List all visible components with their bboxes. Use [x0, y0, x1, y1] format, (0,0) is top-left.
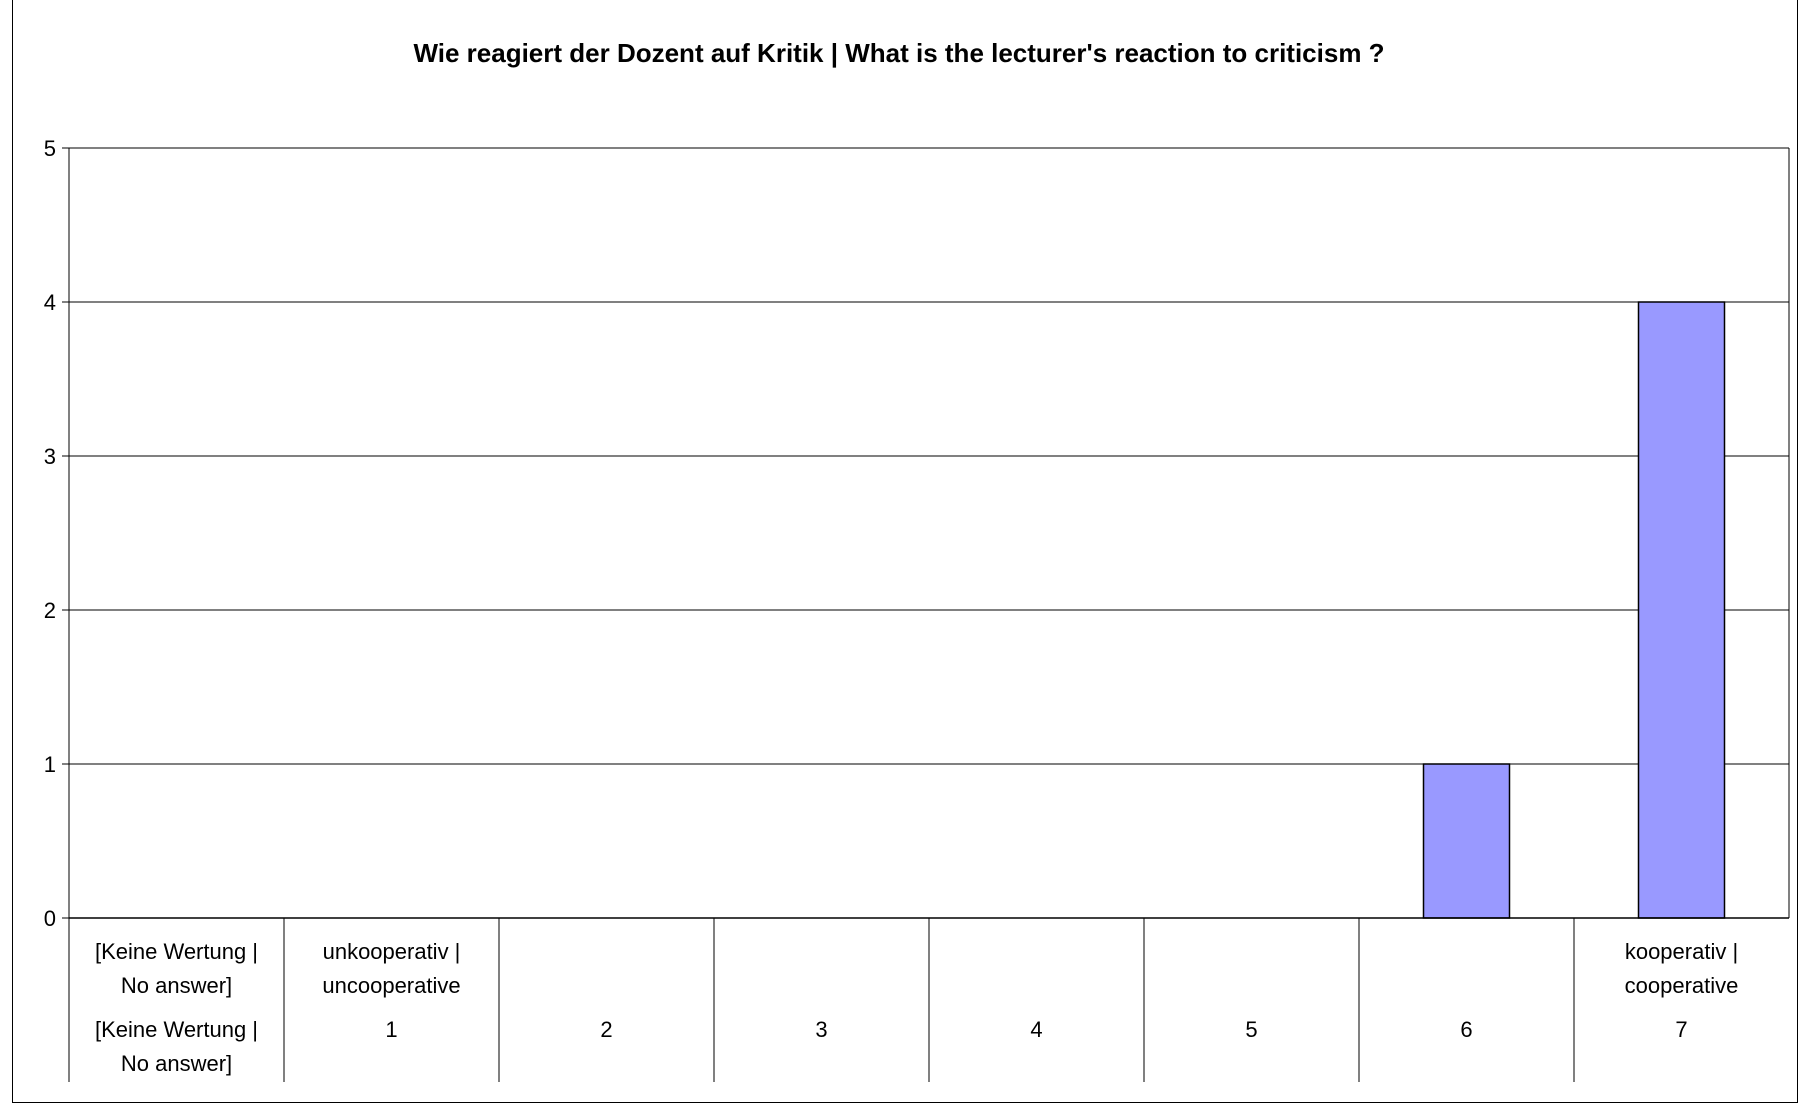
bar: [1637, 301, 1726, 919]
y-tick-label: 4: [44, 290, 56, 315]
chart-frame: [12, 0, 1798, 1103]
y-tick-label: 1: [44, 752, 56, 777]
category-value-label: 3: [815, 1017, 827, 1042]
category-label: [Keine Wertung |: [95, 939, 258, 964]
chart-title: Wie reagiert der Dozent auf Kritik | Wha…: [413, 38, 1385, 68]
category-value-label: [Keine Wertung |: [95, 1017, 258, 1042]
y-tick-label: 5: [44, 136, 56, 161]
category-value-label: 6: [1460, 1017, 1472, 1042]
category-label: unkooperativ |: [323, 939, 461, 964]
category-label: No answer]: [121, 973, 232, 998]
bar: [1422, 763, 1511, 919]
category-value-label: 1: [385, 1017, 397, 1042]
category-value-label: No answer]: [121, 1051, 232, 1076]
category-value-label: 4: [1030, 1017, 1042, 1042]
category-value-label: 5: [1245, 1017, 1257, 1042]
y-tick-label: 2: [44, 598, 56, 623]
category-label: kooperativ |: [1625, 939, 1738, 964]
y-tick-label: 3: [44, 444, 56, 469]
y-tick-label: 0: [44, 906, 56, 931]
category-value-label: 2: [600, 1017, 612, 1042]
category-label: uncooperative: [322, 973, 460, 998]
category-label: cooperative: [1625, 973, 1739, 998]
category-value-label: 7: [1675, 1017, 1687, 1042]
